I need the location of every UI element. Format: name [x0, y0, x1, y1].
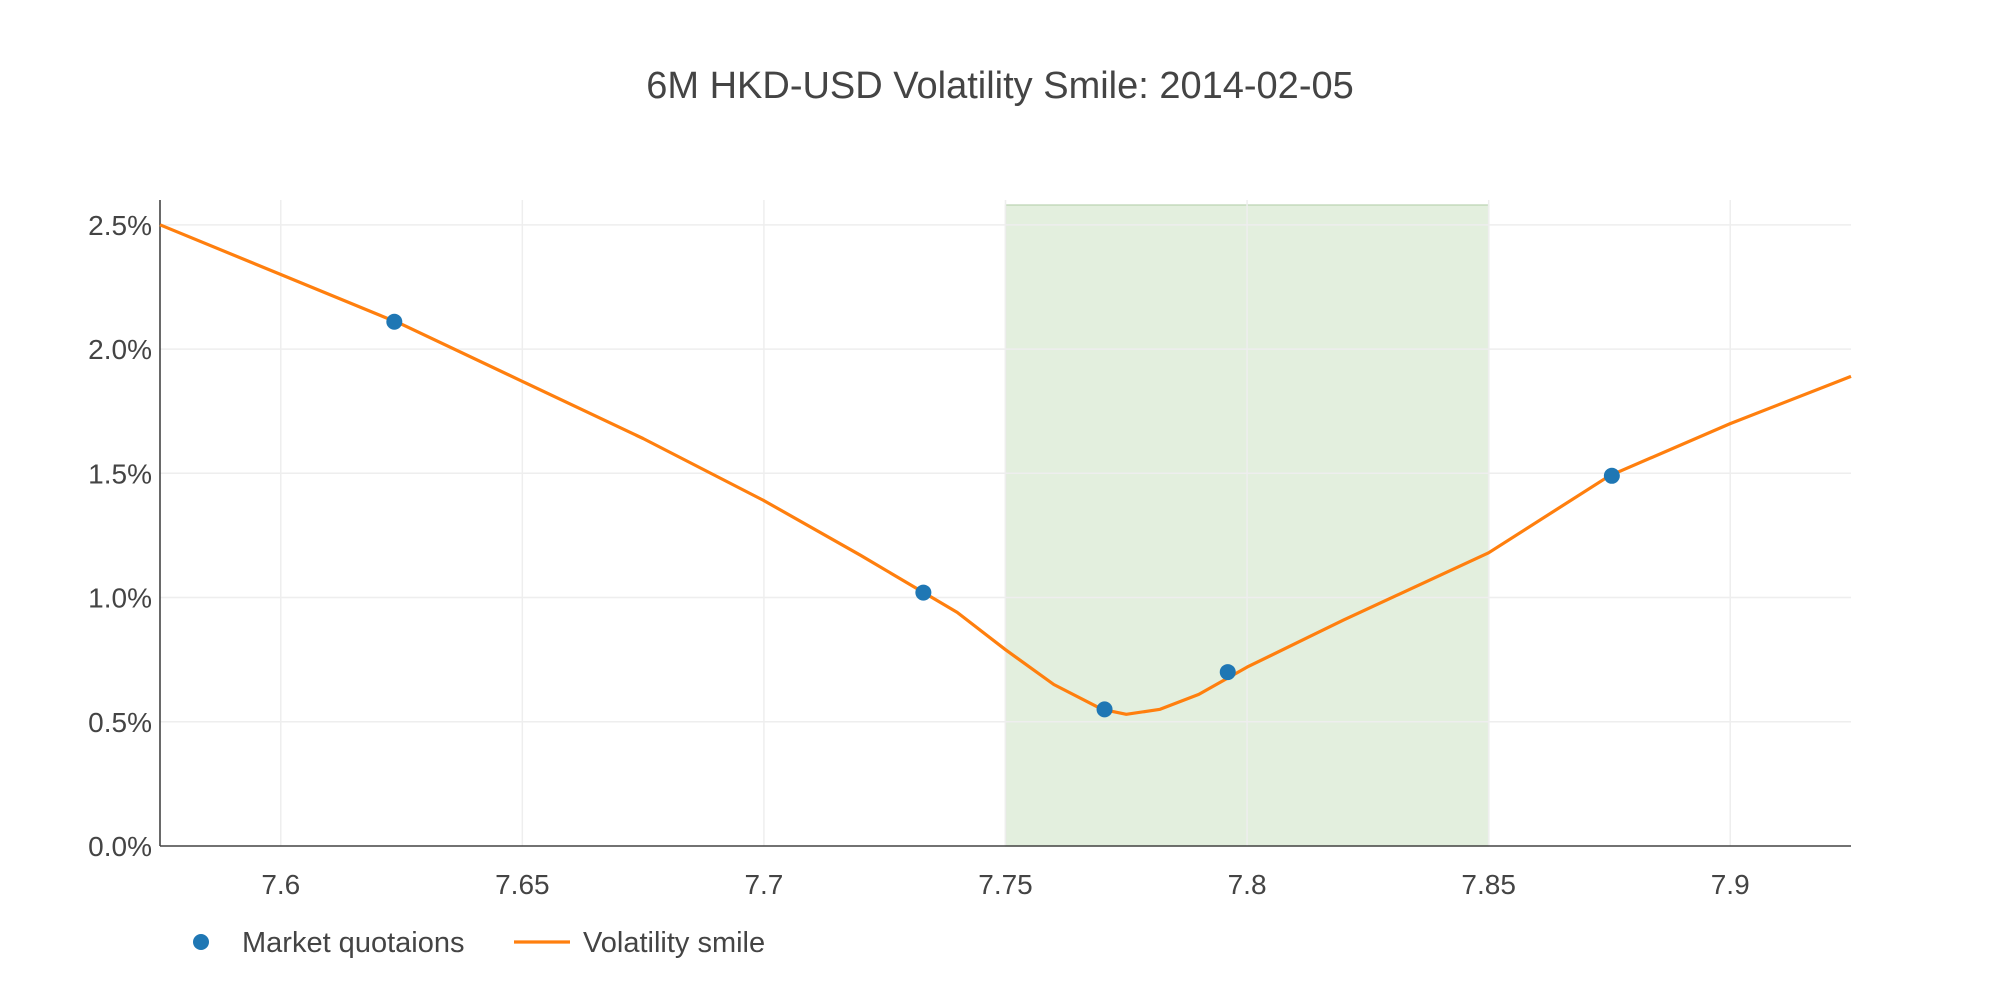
- market-quote-point: [1603, 467, 1620, 484]
- y-tick-label: 2.5%: [88, 210, 152, 241]
- smile-line-layer: [159, 223, 1852, 716]
- volatility-smile-line: [159, 223, 1852, 716]
- x-tick-label: 7.75: [978, 869, 1033, 900]
- chart-title: 6M HKD-USD Volatility Smile: 2014-02-05: [646, 65, 1354, 107]
- market-quote-point: [915, 584, 932, 601]
- y-tick-label: 1.0%: [88, 583, 152, 614]
- x-tick-label: 7.65: [495, 869, 550, 900]
- grid-layer: [160, 200, 1851, 846]
- axis-layer: 7.6 7.65 7.7 7.75 7.8 7.85 7.9 0.0% 0.5% 1.0% 1.5%…: [88, 200, 1851, 900]
- market-quote-point: [1096, 701, 1113, 718]
- y-tick-label: 0.0%: [88, 831, 152, 862]
- legend: Market quotaions Volatility smile: [193, 927, 765, 959]
- x-tick-label: 7.6: [261, 869, 300, 900]
- legend-label-volatility-smile: Volatility smile: [583, 927, 765, 959]
- x-tick-label: 7.7: [744, 869, 783, 900]
- market-quote-point: [386, 313, 403, 330]
- y-tick-label: 1.5%: [88, 458, 152, 489]
- legend-marker-market-quotations: [193, 934, 209, 950]
- x-tick-label: 7.8: [1228, 869, 1267, 900]
- legend-label-market-quotations: Market quotaions: [242, 927, 464, 959]
- quote-points-layer: [386, 313, 1620, 718]
- x-tick-label: 7.85: [1461, 869, 1516, 900]
- market-quote-point: [1219, 664, 1236, 681]
- y-tick-label: 2.0%: [88, 334, 152, 365]
- y-tick-label: 0.5%: [88, 707, 152, 738]
- x-tick-label: 7.9: [1711, 869, 1750, 900]
